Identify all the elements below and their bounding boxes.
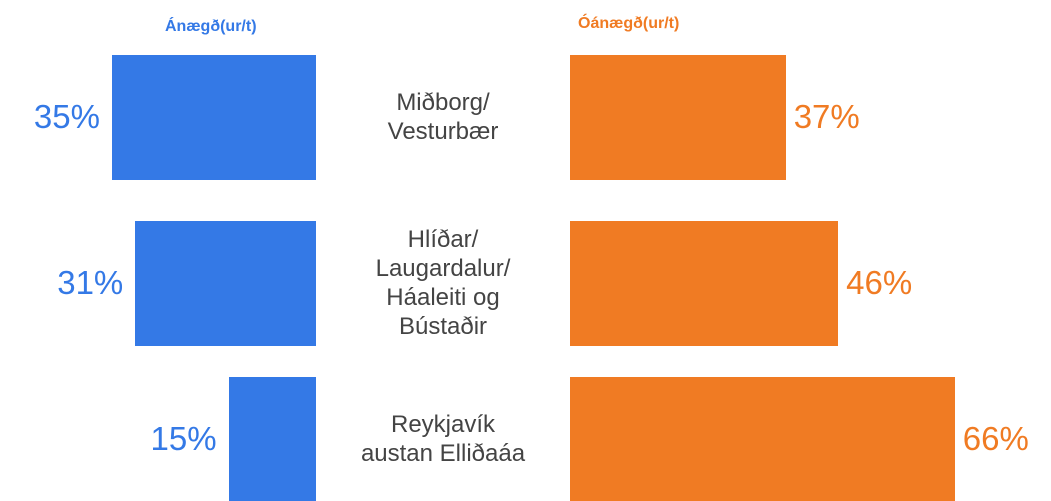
bar xyxy=(570,376,955,501)
legend-label: Óánægð(ur/t) xyxy=(578,15,680,32)
category-label: Hlíðar/ Laugardalur/ Háaleiti og Bústaði… xyxy=(375,226,511,340)
value-label: 37% xyxy=(793,98,860,135)
category-label: Miðborg/ Vesturbær xyxy=(387,89,499,145)
value-label: 66% xyxy=(962,420,1029,457)
value-label: 31% xyxy=(57,264,124,301)
bar xyxy=(570,54,786,180)
category-label: Reykjavík austan Elliðaáa xyxy=(360,411,526,467)
bar xyxy=(570,220,839,346)
value-label: 46% xyxy=(846,264,913,301)
bar xyxy=(111,54,316,180)
legend-label: Ánægð(ur/t) xyxy=(165,18,257,35)
bar xyxy=(228,376,316,501)
bar xyxy=(135,220,316,346)
value-label: 35% xyxy=(33,98,100,135)
value-label: 15% xyxy=(150,420,217,457)
